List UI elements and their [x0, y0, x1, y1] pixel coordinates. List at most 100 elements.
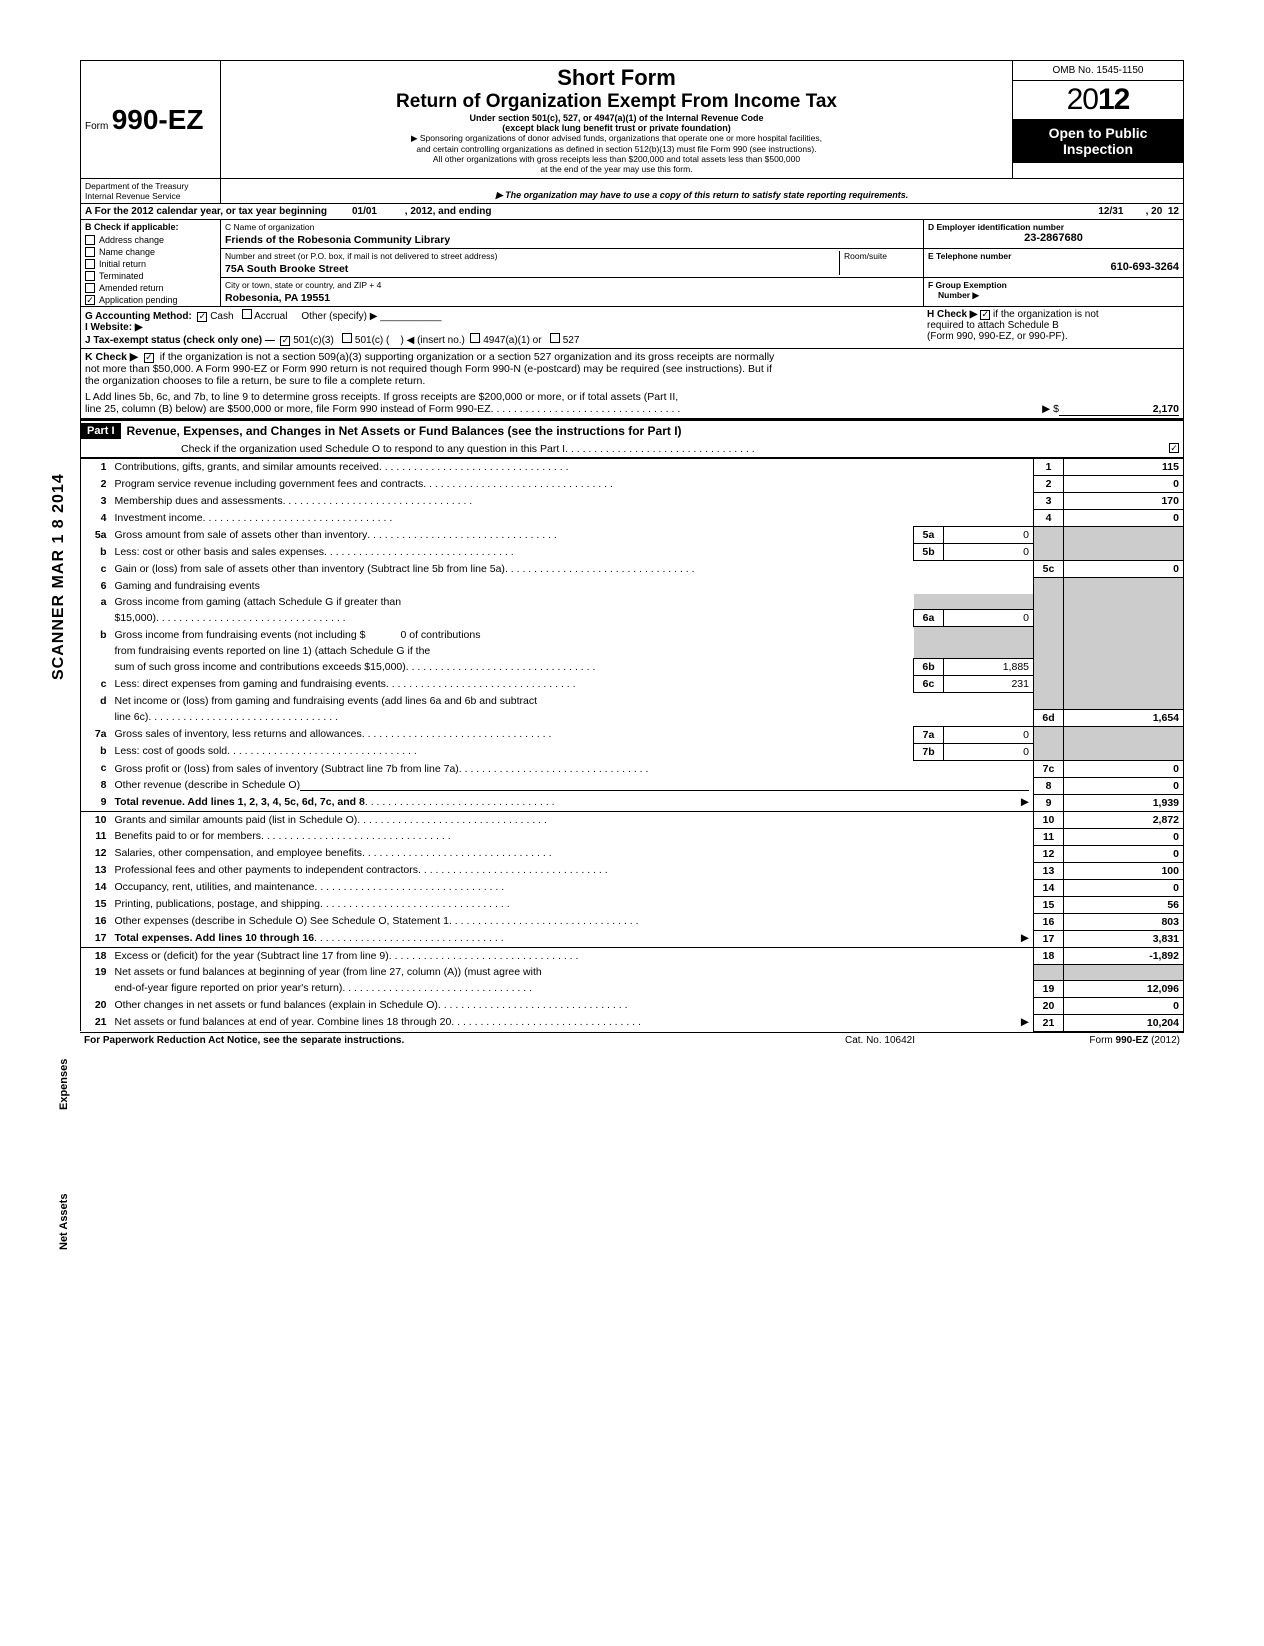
line-6b-desc2: from fundraising events reported on line…	[111, 643, 914, 659]
line-6-hdr: Gaming and fundraising events	[111, 578, 1034, 594]
subtitle2: (except black lung benefit trust or priv…	[229, 123, 1004, 133]
g-accrual-check[interactable]	[242, 309, 252, 319]
k-label: K Check ▶	[85, 351, 138, 363]
part-i-check[interactable]: ✓	[1169, 443, 1179, 453]
line-k: K Check ▶ ✓ if the organization is not a…	[80, 349, 1184, 389]
l-value: 2,170	[1059, 403, 1179, 416]
line-11-val: 0	[1064, 828, 1184, 845]
g-accrual: Accrual	[254, 311, 287, 322]
c-room-label: Room/suite	[844, 251, 887, 261]
line-a-text: A For the 2012 calendar year, or tax yea…	[85, 206, 327, 217]
open-public: Open to Public Inspection	[1013, 119, 1183, 163]
line-6d-desc2: line 6c)	[115, 711, 149, 723]
line-7a-ln: 7a	[914, 726, 944, 743]
line-5b-desc: Less: cost or other basis and sales expe…	[115, 546, 325, 558]
line-6d-val: 1,654	[1064, 709, 1184, 726]
line-6c-desc: Less: direct expenses from gaming and fu…	[115, 678, 386, 690]
net-assets-tab: Net Assets	[58, 1194, 70, 1250]
line-7c-desc: Gross profit or (loss) from sales of inv…	[115, 763, 459, 775]
k-text2: not more than $50,000. A Form 990-EZ or …	[85, 363, 1179, 375]
dept-row: Department of the Treasury Internal Reve…	[80, 179, 1184, 204]
line-11-desc: Benefits paid to or for members	[115, 830, 261, 842]
j-label: J Tax-exempt status (check only one) —	[85, 335, 275, 346]
line-5a-num: 5a	[81, 527, 111, 544]
line-b-label: Amended return	[99, 283, 164, 293]
g-cash-check[interactable]: ✓	[197, 312, 207, 322]
line-b-check[interactable]	[85, 283, 95, 293]
h-check[interactable]: ✓	[980, 310, 990, 320]
line-16-num: 16	[81, 913, 111, 930]
line-19-ln: 19	[1034, 980, 1064, 997]
line-2-desc: Program service revenue including govern…	[115, 478, 424, 490]
line-21-val: 10,204	[1064, 1014, 1184, 1031]
scanned-stamp: SCANNER MAR 1 8 2014	[50, 473, 68, 680]
h-text3: required to attach Schedule B	[927, 320, 1179, 331]
line-8-desc: Other revenue (describe in Schedule O)	[115, 779, 301, 791]
line-3-ln: 3	[1034, 493, 1064, 510]
line-6b-ln: 6b	[914, 659, 944, 676]
line-i: I Website: ▶	[85, 322, 919, 333]
line-6a-num: a	[81, 594, 111, 610]
j-opt1: 501(c)(3)	[293, 335, 334, 346]
line-4-desc: Investment income	[115, 512, 203, 524]
line-b-item: Address change	[81, 234, 220, 246]
j-501c-check[interactable]	[342, 333, 352, 343]
line-b-check[interactable]	[85, 235, 95, 245]
line-3-desc: Membership dues and assessments	[115, 495, 283, 507]
f-label1: F Group Exemption	[928, 280, 1179, 290]
line-1-desc: Contributions, gifts, grants, and simila…	[115, 461, 379, 473]
k-text3: the organization chooses to file a retur…	[85, 375, 1179, 387]
line-a-endyear: 12	[1168, 206, 1179, 217]
line-20-num: 20	[81, 997, 111, 1014]
line-8-val: 0	[1064, 777, 1184, 794]
line-b-check[interactable]	[85, 271, 95, 281]
l-text2: line 25, column (B) below) are $500,000 …	[85, 403, 491, 416]
part-i-checkline: Check if the organization used Schedule …	[181, 443, 565, 455]
line-9-desc: Total revenue. Add lines 1, 2, 3, 4, 5c,…	[115, 796, 365, 808]
line-6d-num: d	[81, 693, 111, 710]
line-21-ln: 21	[1034, 1014, 1064, 1031]
line-11-ln: 11	[1034, 828, 1064, 845]
j-501c3-check[interactable]: ✓	[280, 336, 290, 346]
section-bcdef: B Check if applicable: Address changeNam…	[80, 220, 1184, 307]
line-b-check[interactable]	[85, 247, 95, 257]
line-16-val: 803	[1064, 913, 1184, 930]
line-5c-num: c	[81, 561, 111, 578]
d-value: 23-2867680	[928, 232, 1179, 244]
line-b-check[interactable]: ✓	[85, 295, 95, 305]
line-h: H Check ▶ ✓ if the organization is not r…	[923, 307, 1183, 348]
expenses-tab: Expenses	[58, 1059, 70, 1110]
sponsor4: at the end of the year may use this form…	[229, 164, 1004, 174]
line-6b-desc1: Gross income from fundraising events (no…	[115, 629, 366, 641]
line-5c-val: 0	[1064, 561, 1184, 578]
j-4947-check[interactable]	[470, 333, 480, 343]
line-14-ln: 14	[1034, 879, 1064, 896]
line-14-num: 14	[81, 879, 111, 896]
line-b-check[interactable]	[85, 259, 95, 269]
j-527-check[interactable]	[550, 333, 560, 343]
line-6b-num: b	[81, 627, 111, 643]
line-10-desc: Grants and similar amounts paid (list in…	[115, 814, 358, 826]
line-5b-val: 0	[944, 544, 1034, 561]
line-9-num: 9	[81, 794, 111, 811]
line-9-ln: 9	[1034, 794, 1064, 811]
footer-left: For Paperwork Reduction Act Notice, see …	[84, 1035, 780, 1046]
line-b-item: Name change	[81, 246, 220, 258]
line-b-item: Amended return	[81, 282, 220, 294]
form-container: SCANNER MAR 1 8 2014 Form 990-EZ Short F…	[80, 60, 1184, 1048]
line-6d-ln: 6d	[1034, 709, 1064, 726]
line-b-header: B Check if applicable:	[81, 220, 220, 234]
c-name-label: C Name of organization	[225, 222, 919, 232]
open-line1: Open to Public	[1015, 125, 1181, 141]
line-6a-desc1: Gross income from gaming (attach Schedul…	[111, 594, 914, 610]
k-check[interactable]: ✓	[144, 353, 154, 363]
sponsor3: All other organizations with gross recei…	[229, 154, 1004, 164]
j-opt3: 4947(a)(1) or	[483, 335, 541, 346]
line-2-num: 2	[81, 476, 111, 493]
e-value: 610-693-3264	[928, 261, 1179, 273]
dept-box: Department of the Treasury Internal Reve…	[81, 179, 221, 203]
line-17-desc: Total expenses. Add lines 10 through 16	[115, 932, 315, 944]
h-text4: (Form 990, 990-EZ, or 990-PF).	[927, 331, 1179, 342]
ghij-row: G Accounting Method: ✓ Cash Accrual Othe…	[80, 307, 1184, 349]
line-6a-val: 0	[944, 610, 1034, 627]
